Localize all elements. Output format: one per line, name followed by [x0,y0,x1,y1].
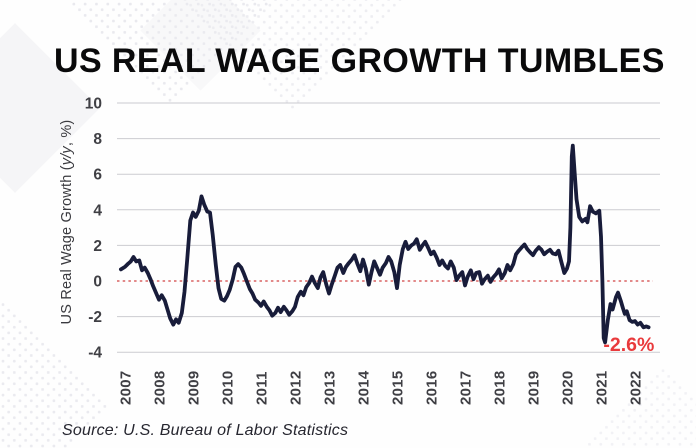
latest-value-label: -2.6% [603,334,654,356]
y-tick-label: 6 [93,167,102,184]
x-tick-label: 2014 [356,370,373,405]
x-axis-tick-labels: 2007 2008 2009 2010 2011 2012 2013 2014 2015 2016… [118,370,645,405]
y-tick-label: -2 [88,309,102,326]
x-tick-label: 2009 [186,370,203,405]
x-tick-label: 2015 [390,370,407,405]
x-tick-label: 2013 [322,370,339,405]
x-tick-label: 2012 [288,370,305,405]
y-axis-title: US Real Wage Growth (y/y, %) [59,120,75,325]
y-axis-label: US Real Wage Growth (y/y, %) [59,120,75,325]
x-tick-label: 2016 [424,370,441,405]
x-tick-label: 2021 [594,370,611,405]
annotation-label: -2.6% [603,334,654,356]
y-tick-label: 2 [93,238,102,255]
y-tick-label: 10 [85,96,102,113]
wage-growth-line [119,143,651,345]
page-title: US REAL WAGE GROWTH TUMBLES [54,42,665,80]
source-credit: Source: U.S. Bureau of Labor Statistics [62,422,349,439]
x-tick-label: 2019 [526,370,543,405]
y-tick-label: -4 [88,345,102,362]
x-tick-label: 2020 [560,370,577,405]
y-tick-label: 0 [93,274,102,291]
x-tick-label: 2008 [152,370,169,405]
x-tick-label: 2010 [220,370,237,405]
y-axis-tick-labels: 10 8 6 4 2 0 -2 -4 [85,96,103,362]
x-tick-label: 2011 [254,371,271,405]
x-tick-label: 2022 [628,370,645,405]
x-tick-label: 2007 [118,370,135,405]
x-tick-label: 2017 [458,370,475,405]
y-tick-label: 8 [93,131,102,148]
y-tick-label: 4 [93,202,102,219]
gridlines [117,102,660,353]
x-tick-label: 2018 [492,370,509,405]
series-path [119,143,651,345]
